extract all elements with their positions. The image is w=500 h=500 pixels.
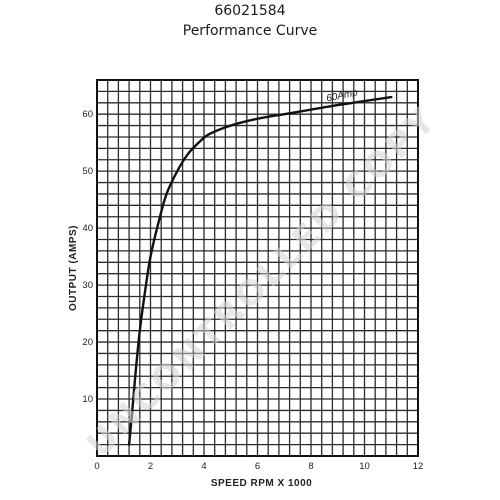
plot-frame bbox=[96, 79, 419, 457]
y-tick-label: 50 bbox=[82, 166, 93, 177]
x-tick-label: 12 bbox=[413, 461, 424, 472]
x-axis-label: SPEED RPM X 1000 bbox=[211, 478, 312, 489]
y-tick-label: 60 bbox=[82, 109, 93, 120]
curve-layer bbox=[127, 95, 393, 446]
x-tick-label: 10 bbox=[359, 461, 370, 472]
y-tick-label: 20 bbox=[82, 337, 93, 348]
x-tick-label: 0 bbox=[94, 461, 99, 472]
tick-labels: 0 2 4 6 8 10 12 10 20 30 40 50 60 bbox=[82, 109, 423, 472]
x-tick-label: 2 bbox=[148, 461, 153, 472]
y-tick-label: 30 bbox=[82, 280, 93, 291]
document-number: 66021584 bbox=[214, 3, 286, 19]
y-tick-label: 40 bbox=[82, 223, 93, 234]
chart-grid bbox=[96, 79, 419, 457]
y-tick-label: 10 bbox=[82, 394, 93, 405]
series-line bbox=[127, 95, 393, 446]
x-tick-label: 6 bbox=[255, 461, 260, 472]
chart-title: Performance Curve bbox=[182, 23, 318, 39]
y-axis-label: OUTPUT (AMPS) bbox=[68, 225, 79, 311]
x-tick-label: 4 bbox=[201, 461, 206, 472]
x-tick-label: 8 bbox=[308, 461, 313, 472]
